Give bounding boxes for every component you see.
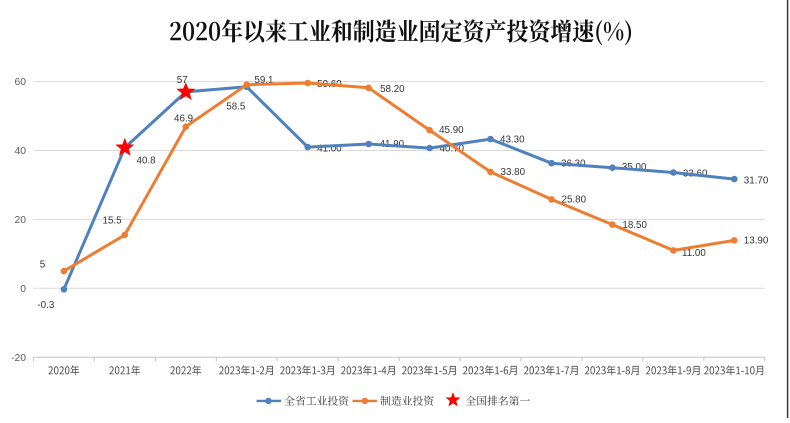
svg-text:40: 40 <box>15 146 27 157</box>
svg-text:58.5: 58.5 <box>226 102 246 113</box>
svg-text:41.00: 41.00 <box>317 143 342 154</box>
svg-text:40.70: 40.70 <box>440 143 465 154</box>
svg-text:31.70: 31.70 <box>744 175 769 186</box>
svg-text:-0.3: -0.3 <box>37 300 54 311</box>
svg-text:35.00: 35.00 <box>622 162 647 173</box>
svg-text:58.20: 58.20 <box>380 84 405 95</box>
svg-text:25.80: 25.80 <box>562 194 587 205</box>
svg-text:59.1: 59.1 <box>254 75 273 86</box>
svg-text:15.5: 15.5 <box>103 215 123 226</box>
svg-text:33.80: 33.80 <box>501 167 526 178</box>
svg-text:11.00: 11.00 <box>682 248 706 259</box>
svg-text:40.8: 40.8 <box>137 156 157 167</box>
svg-text:46.9: 46.9 <box>174 113 193 124</box>
svg-text:5: 5 <box>40 260 46 271</box>
svg-text:13.90: 13.90 <box>744 235 769 246</box>
svg-text:57: 57 <box>177 75 188 86</box>
svg-text:43.30: 43.30 <box>500 135 525 146</box>
svg-text:-20: -20 <box>11 353 26 364</box>
svg-text:20: 20 <box>15 215 27 226</box>
svg-text:45.90: 45.90 <box>439 125 464 136</box>
svg-text:0: 0 <box>20 284 26 295</box>
svg-text:18.50: 18.50 <box>622 220 647 231</box>
svg-text:60: 60 <box>15 77 27 88</box>
